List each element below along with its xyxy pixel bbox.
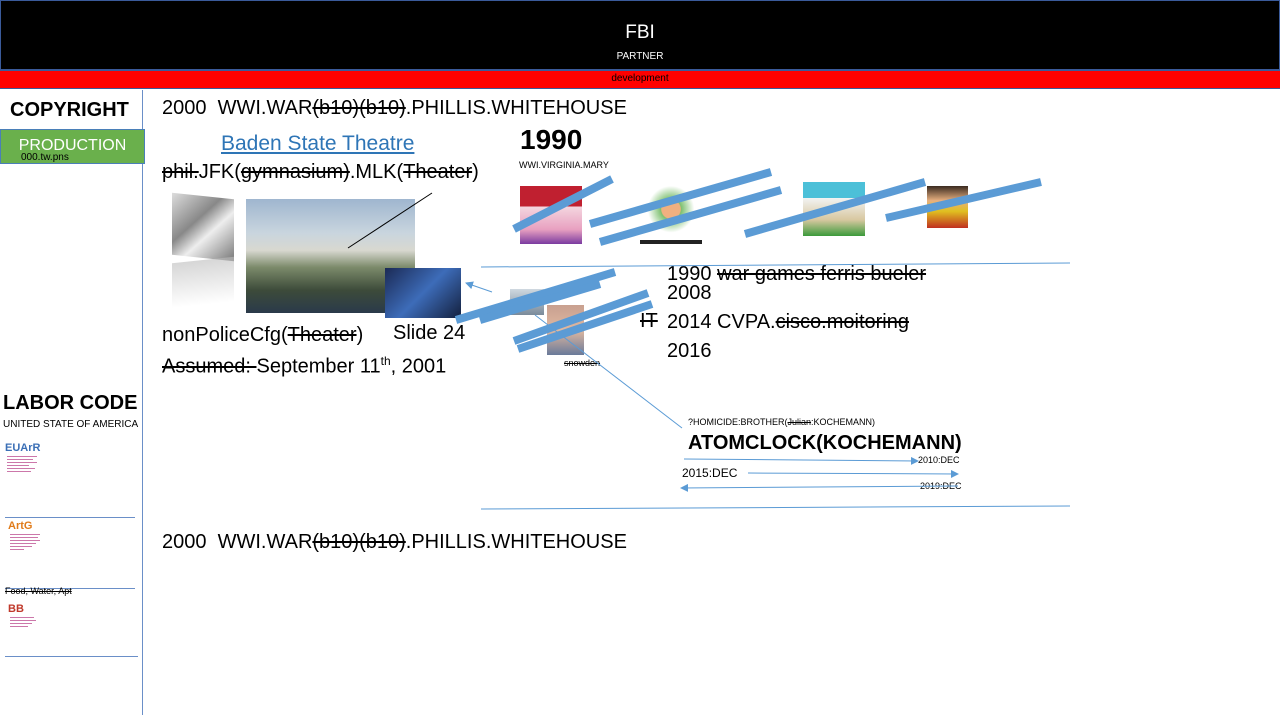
- atomclock-heading: ATOMCLOCK(KOCHEMANN): [688, 432, 962, 454]
- development-bar: [0, 70, 1280, 89]
- header-subtitle: PARTNER: [616, 51, 664, 62]
- timeline-separator: [480, 505, 1071, 510]
- copyright-heading: COPYRIGHT: [10, 99, 129, 121]
- document-thumbnail[interactable]: ArtG: [8, 520, 48, 580]
- labor-code-heading: LABOR CODE: [3, 392, 138, 414]
- strike-marks: [454, 168, 1042, 353]
- header-bar: [0, 0, 1280, 70]
- virginia-label: WWI.VIRGINIA.MARY: [519, 160, 609, 170]
- development-label: development: [611, 73, 669, 84]
- connector-arrow: [465, 281, 493, 293]
- food-note: Food, Water, Apt: [5, 586, 72, 596]
- arrow-2010: [683, 456, 919, 465]
- arrow-2019: [680, 483, 959, 492]
- baden-theatre-link[interactable]: Baden State Theatre: [221, 132, 415, 155]
- production-file-label: 000.tw.pns: [21, 152, 69, 163]
- timeline-2016: 2016: [667, 340, 712, 362]
- pointer-line: [347, 192, 433, 249]
- assumed-date-line: Assumed: September 11th, 2001: [162, 354, 447, 378]
- timeline-2014: 2014 CVPA.cisco.moitoring: [667, 311, 909, 333]
- production-button[interactable]: PRODUCTION: [0, 129, 145, 164]
- date-2015-dec: 2015:DEC: [682, 466, 738, 480]
- theatre-night-photo: [385, 268, 461, 318]
- slide-label: Slide 24: [393, 322, 466, 344]
- document-thumbnail[interactable]: BB: [8, 603, 48, 663]
- timeline-2008: 2008: [667, 282, 712, 304]
- year-heading: 1990: [520, 124, 583, 155]
- date-2010-dec: 2010:DEC: [918, 455, 960, 465]
- document-logo: ArtG: [8, 520, 33, 532]
- headline-whitehouse: 2000 WWI.WAR(b10)(b10).PHILLIS.WHITEHOUS…: [162, 97, 627, 119]
- header-title: FBI: [625, 22, 655, 43]
- sidebar-separator: [5, 517, 135, 518]
- footer-whitehouse-line: 2000 WWI.WAR(b10)(b10).PHILLIS.WHITEHOUS…: [162, 531, 627, 553]
- it-label: IT: [640, 310, 658, 332]
- timeline-separator: [480, 262, 1071, 268]
- arrow-2015: [747, 469, 959, 478]
- sidebar-separator: [5, 656, 138, 657]
- sidebar-divider: [142, 90, 143, 715]
- nonpolice-line: nonPoliceCfg(Theater): [162, 324, 364, 346]
- timeline-1990: 1990 war games ferris bueler: [667, 263, 927, 285]
- sidebar-separator: [5, 588, 135, 589]
- document-logo: EUArR: [5, 442, 41, 454]
- document-logo: BB: [8, 603, 24, 615]
- snowden-label: snowden: [564, 358, 601, 368]
- homicide-label: ?HOMICIDE:BROTHER(Julian:KOCHEMANN): [688, 417, 876, 427]
- jfk-mlk-line: phil.JFK(gymnasium).MLK(Theater): [162, 161, 479, 183]
- stand-bar: [640, 240, 702, 244]
- document-thumbnail[interactable]: EUArR: [5, 442, 45, 502]
- country-label: UNITED STATE OF AMERICA: [3, 419, 139, 430]
